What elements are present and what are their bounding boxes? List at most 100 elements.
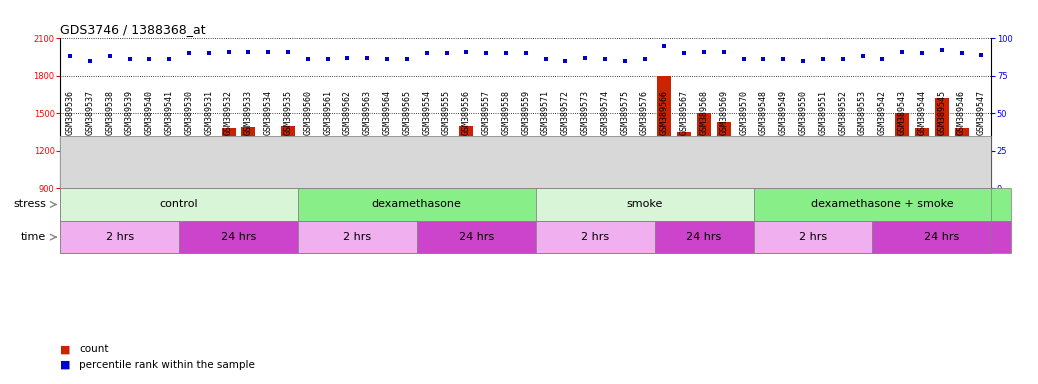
Text: percentile rank within the sample: percentile rank within the sample: [79, 360, 254, 370]
Point: [775, 56, 792, 63]
Bar: [816, 176, 829, 188]
Point: [379, 56, 395, 63]
Point: [458, 49, 474, 55]
Bar: [536, 188, 754, 221]
Bar: [519, 142, 532, 188]
Point: [300, 56, 317, 63]
Point: [518, 50, 535, 56]
Point: [260, 49, 276, 55]
Point: [220, 49, 237, 55]
Bar: [754, 221, 872, 253]
Bar: [182, 151, 196, 188]
Bar: [460, 126, 473, 188]
Bar: [796, 187, 810, 188]
Bar: [60, 221, 180, 253]
Text: 2 hrs: 2 hrs: [344, 232, 372, 242]
Bar: [340, 172, 354, 188]
Point: [161, 56, 177, 63]
Bar: [60, 188, 298, 221]
Bar: [222, 128, 236, 188]
Point: [82, 58, 99, 64]
Point: [102, 53, 118, 60]
Bar: [281, 126, 295, 188]
Point: [339, 55, 356, 61]
Text: 2 hrs: 2 hrs: [799, 232, 827, 242]
Bar: [578, 169, 592, 188]
Text: dexamethasone + smoke: dexamethasone + smoke: [811, 199, 954, 210]
Text: count: count: [79, 344, 108, 354]
Bar: [499, 140, 513, 188]
Bar: [657, 76, 672, 188]
Text: control: control: [160, 199, 198, 210]
Bar: [439, 143, 454, 188]
Bar: [598, 182, 612, 188]
Bar: [417, 221, 536, 253]
Text: ■: ■: [60, 344, 71, 354]
Bar: [103, 176, 116, 188]
Point: [953, 50, 969, 56]
Bar: [298, 188, 536, 221]
Bar: [180, 221, 298, 253]
Text: dexamethasone: dexamethasone: [372, 199, 462, 210]
Point: [815, 56, 831, 63]
Bar: [754, 188, 1011, 221]
Bar: [536, 221, 655, 253]
Bar: [776, 174, 790, 188]
Point: [557, 58, 574, 64]
Text: 2 hrs: 2 hrs: [106, 232, 134, 242]
Bar: [935, 98, 949, 188]
Text: 24 hrs: 24 hrs: [686, 232, 721, 242]
Point: [141, 56, 158, 63]
Point: [894, 49, 910, 55]
Bar: [717, 122, 731, 188]
Point: [973, 52, 989, 58]
Bar: [836, 181, 850, 188]
Bar: [872, 221, 1011, 253]
Text: 24 hrs: 24 hrs: [459, 232, 494, 242]
Point: [279, 49, 296, 55]
Bar: [698, 113, 711, 188]
Point: [676, 50, 692, 56]
Text: 2 hrs: 2 hrs: [581, 232, 609, 242]
Point: [835, 56, 851, 63]
Bar: [757, 186, 770, 188]
Bar: [262, 139, 275, 188]
Point: [477, 50, 494, 56]
Point: [320, 56, 336, 63]
Point: [735, 56, 752, 63]
Point: [577, 55, 594, 61]
Text: smoke: smoke: [626, 199, 663, 210]
Point: [538, 56, 554, 63]
Bar: [875, 182, 890, 188]
Point: [438, 50, 455, 56]
Point: [359, 55, 376, 61]
Point: [62, 53, 79, 60]
Bar: [480, 139, 493, 188]
Bar: [419, 139, 434, 188]
Bar: [737, 181, 750, 188]
Bar: [201, 153, 216, 188]
Bar: [558, 184, 572, 188]
Point: [795, 58, 812, 64]
Bar: [122, 176, 136, 188]
Bar: [360, 170, 374, 188]
Point: [656, 43, 673, 49]
Point: [121, 56, 138, 63]
Point: [913, 50, 930, 56]
Point: [933, 47, 950, 53]
Bar: [855, 161, 870, 188]
Point: [200, 50, 217, 56]
Bar: [63, 186, 77, 188]
Point: [636, 56, 653, 63]
Bar: [298, 221, 417, 253]
Point: [617, 58, 633, 64]
Point: [181, 50, 197, 56]
Text: stress: stress: [13, 199, 47, 210]
Bar: [678, 132, 691, 188]
Point: [399, 56, 415, 63]
Point: [854, 53, 871, 60]
Bar: [975, 138, 988, 188]
Bar: [916, 128, 929, 188]
Text: 24 hrs: 24 hrs: [221, 232, 256, 242]
Point: [240, 49, 256, 55]
